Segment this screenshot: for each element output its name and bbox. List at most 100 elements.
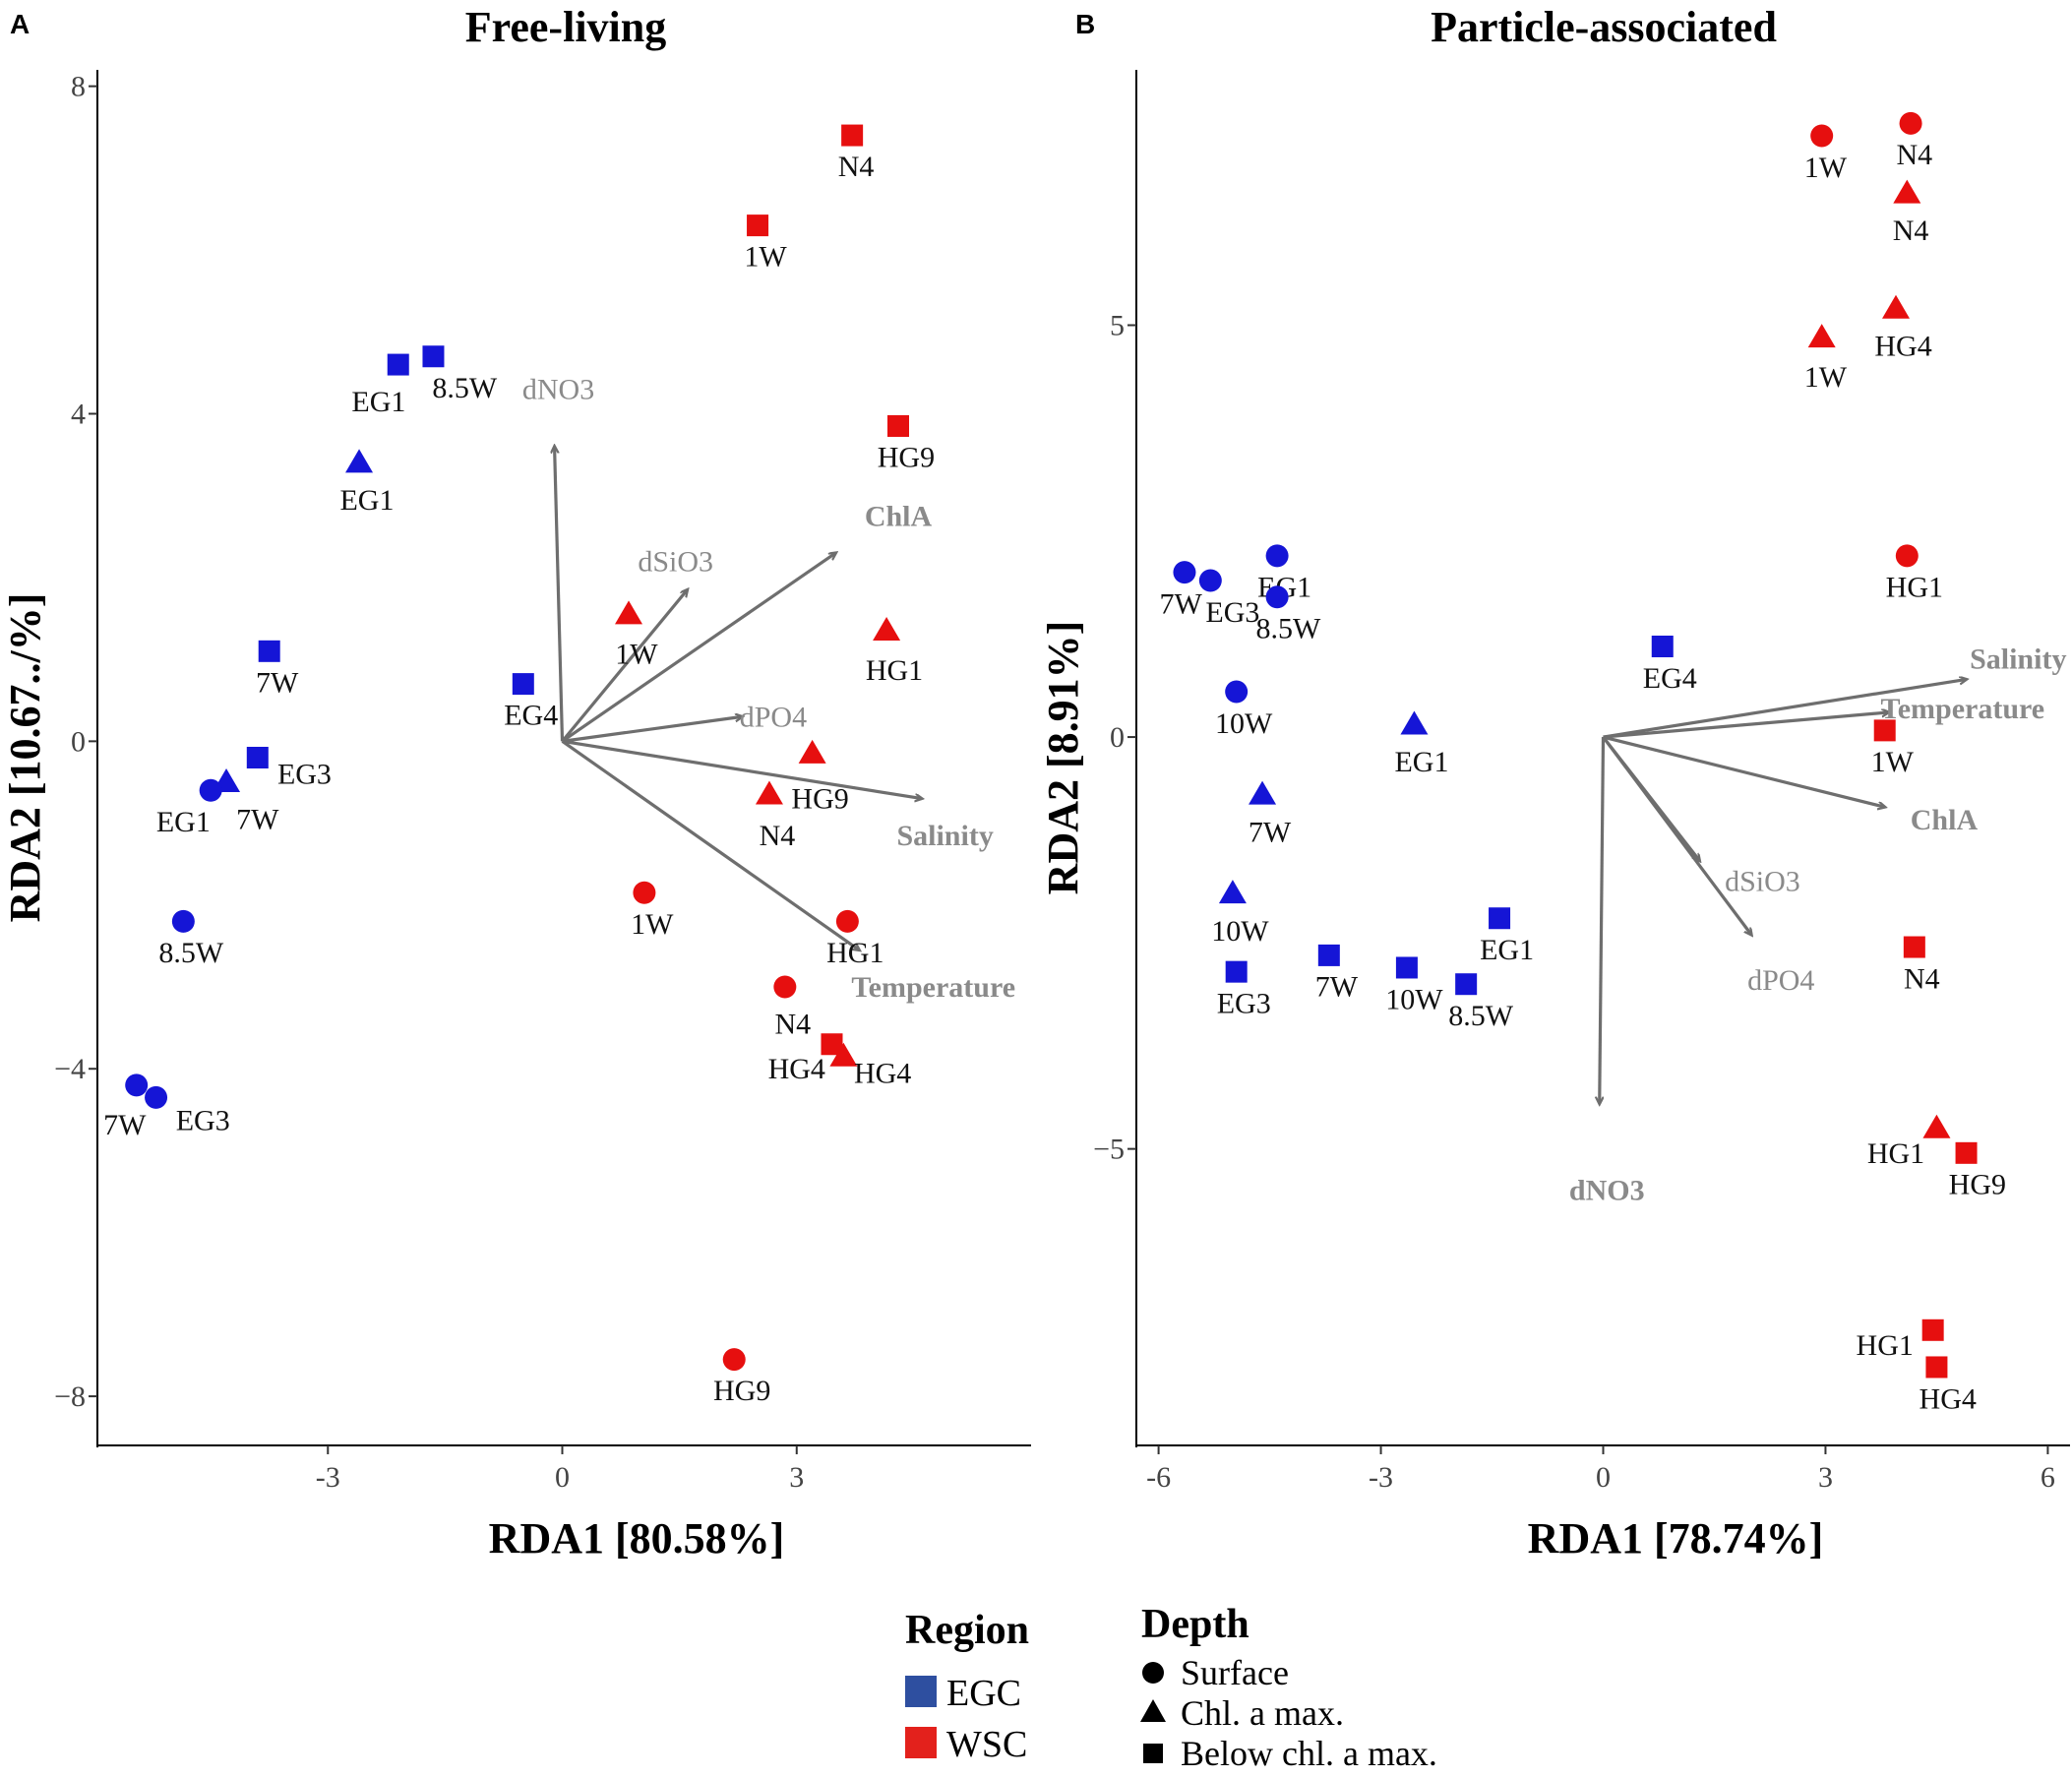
point-label: 1W (1804, 361, 1848, 394)
point-label: EG3 (176, 1105, 230, 1137)
point-label: HG1 (1867, 1137, 1924, 1170)
point-wsc-chl-max (1893, 179, 1921, 204)
x-tick-label: -6 (1146, 1461, 1171, 1494)
x-tick-label: 3 (1818, 1461, 1833, 1494)
point-wsc-chl-max (1882, 294, 1911, 319)
point-egc-below-chl-max (1225, 960, 1248, 983)
y-tick-label: −8 (54, 1380, 86, 1413)
y-tick-label: 0 (71, 725, 86, 758)
point-label: N4 (838, 151, 875, 183)
vector-label-dsio3: dSiO3 (638, 545, 713, 578)
y-tick-label: 0 (1110, 721, 1125, 754)
point-label: EG4 (504, 700, 558, 732)
vector-arrow-dno3 (1600, 737, 1606, 1104)
point-label: 10W (1385, 983, 1443, 1015)
point-label: EG3 (1217, 987, 1271, 1019)
vector-label-temperature: Temperature (1880, 693, 2044, 725)
point-wsc-below-chl-max (1873, 719, 1896, 742)
point-label: 7W (103, 1109, 147, 1141)
point-wsc-surface (1899, 111, 1922, 135)
point-egc-surface (145, 1085, 168, 1109)
point-label: 7W (1160, 587, 1203, 620)
x-axis-title: RDA1 [80.58%] (489, 1514, 785, 1563)
point-label: EG3 (1205, 596, 1259, 629)
point-label: 8.5W (1448, 1000, 1514, 1032)
point-wsc-below-chl-max (886, 414, 909, 437)
point-label: EG4 (1643, 662, 1697, 695)
point-label: EG1 (351, 386, 405, 418)
point-egc-below-chl-max (1317, 944, 1340, 966)
point-label: 7W (256, 666, 299, 699)
y-tick-label: 4 (71, 399, 86, 431)
point-egc-chl-max (1400, 710, 1429, 735)
point-label: 1W (744, 241, 787, 274)
vector-label-salinity: Salinity (896, 820, 993, 852)
y-axis-title: RDA2 [8.91%] (1039, 621, 1087, 895)
point-egc-surface (171, 909, 195, 933)
point-label: 10W (1215, 707, 1273, 740)
panel-letter: B (1075, 9, 1095, 39)
y-tick-label: 8 (71, 71, 86, 103)
point-wsc-chl-max (1922, 1114, 1951, 1138)
point-egc-below-chl-max (258, 640, 280, 662)
x-tick-label: -3 (1369, 1461, 1393, 1494)
point-label: HG4 (854, 1057, 911, 1089)
point-wsc-below-chl-max (1921, 1318, 1944, 1341)
point-label: HG9 (1949, 1169, 2006, 1201)
vector-label-dsio3: dSiO3 (1725, 866, 1800, 898)
point-wsc-below-chl-max (1925, 1356, 1948, 1379)
point-label: 1W (1804, 152, 1848, 184)
point-egc-surface (1173, 561, 1196, 584)
point-label: 1W (631, 908, 674, 941)
point-label: HG4 (1874, 330, 1931, 362)
point-label: N4 (1893, 215, 1929, 247)
point-wsc-below-chl-max (821, 1033, 843, 1056)
point-wsc-chl-max (829, 1042, 858, 1067)
point-wsc-surface (722, 1348, 746, 1372)
legend-label-surface: Surface (1181, 1653, 1289, 1692)
legend-label-wsc: WSC (946, 1724, 1027, 1765)
legend-triangle-icon (1140, 1699, 1166, 1722)
point-wsc-surface (1895, 544, 1919, 568)
x-tick-label: 0 (1596, 1461, 1611, 1494)
point-label: N4 (1896, 139, 1932, 171)
point-label: 10W (1211, 915, 1269, 948)
x-axis-title: RDA1 [78.74%] (1528, 1514, 1824, 1563)
legend-label-chl-max: Chl. a max. (1181, 1693, 1344, 1733)
vector-arrow-temperature (561, 740, 860, 950)
vector-label-dno3: dNO3 (1569, 1174, 1645, 1206)
point-label: HG1 (866, 654, 923, 687)
point-label: 7W (1315, 971, 1359, 1004)
point-egc-chl-max (345, 449, 374, 473)
point-label: EG1 (339, 484, 394, 517)
point-egc-surface (199, 778, 222, 802)
x-tick-label: -3 (316, 1461, 340, 1494)
point-label: EG3 (277, 759, 332, 791)
point-wsc-chl-max (1807, 324, 1836, 348)
point-wsc-below-chl-max (1955, 1141, 1978, 1164)
point-egc-surface (125, 1073, 149, 1097)
point-label: N4 (1904, 962, 1940, 995)
point-wsc-surface (773, 975, 797, 999)
y-axis-title: RDA2 [10.67../%] (1, 593, 49, 923)
point-egc-surface (1265, 544, 1289, 568)
point-label: HG1 (1857, 1329, 1914, 1362)
axis-ticks: -3 0 3 8 4 0 −4 −8 (54, 71, 804, 1494)
y-tick-label: −5 (1093, 1134, 1125, 1166)
point-label: HG1 (1886, 572, 1943, 604)
biplot-vectors: dNO3 ChlA dSiO3 dPO4 Salinity Temperature (522, 374, 1015, 1004)
point-label: EG1 (1480, 934, 1534, 966)
panel-title: Particle-associated (1431, 3, 1777, 51)
vector-label-salinity: Salinity (1970, 644, 2066, 676)
point-egc-chl-max (1218, 880, 1247, 904)
point-egc-below-chl-max (1651, 635, 1674, 657)
legend-label-egc: EGC (946, 1673, 1021, 1714)
vector-arrow-dno3 (555, 447, 565, 742)
vector-arrow-temperature (1603, 712, 1889, 739)
vector-arrow-chla (1603, 735, 1885, 807)
point-egc-below-chl-max (1395, 956, 1418, 979)
point-egc-below-chl-max (387, 353, 409, 376)
point-label: N4 (774, 1008, 811, 1040)
point-label: 8.5W (1255, 613, 1321, 645)
